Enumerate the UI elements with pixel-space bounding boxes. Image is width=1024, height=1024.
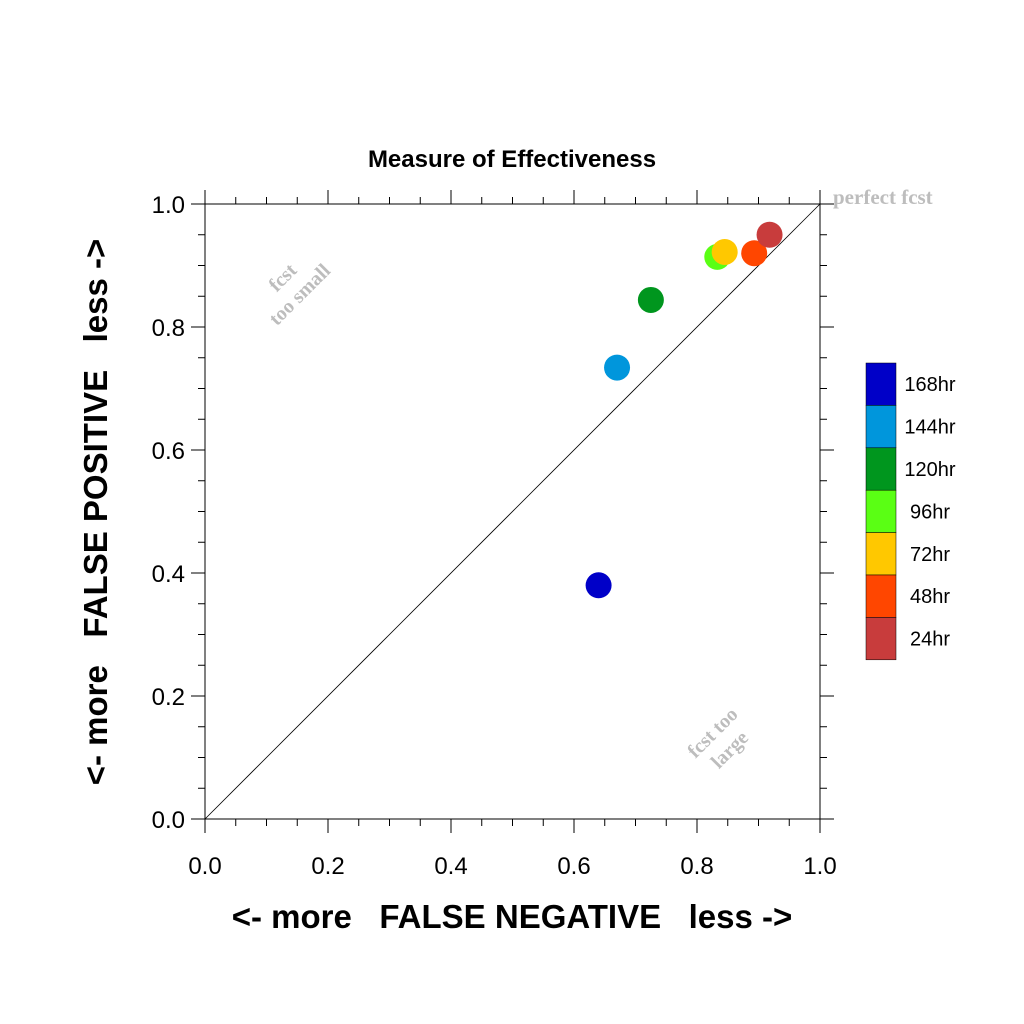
y-tick-label: 0.8	[152, 315, 185, 342]
legend-label: 72hr	[910, 544, 950, 566]
legend-label: 48hr	[910, 586, 950, 608]
data-point-144hr	[604, 354, 631, 381]
x-tick-labels: 0.0 0.2 0.4 0.6 0.8 1.0	[188, 853, 836, 880]
data-point-120hr	[637, 286, 664, 313]
annotation-fcst-too-large: fcst too large	[683, 703, 753, 773]
x-tick-label: 0.4	[434, 853, 467, 880]
legend-label: 168hr	[904, 374, 955, 396]
annotation-fcst-too-small: fcst too small	[265, 259, 336, 330]
legend-swatch-48hr	[865, 574, 897, 618]
data-points	[585, 221, 783, 599]
y-tick-label: 0.6	[152, 438, 185, 465]
perfect-forecast-line	[204, 203, 821, 820]
legend-label: 120hr	[904, 459, 955, 481]
axis-ticks	[191, 190, 834, 833]
y-axis-label: <- more FALSE POSITIVE less ->	[77, 239, 114, 786]
data-point-168hr	[585, 572, 612, 599]
perfect-forecast-label: perfect fcst	[833, 185, 933, 209]
legend: 168hr 144hr 120hr 96hr 72hr 48hr 24hr	[865, 362, 956, 661]
y-tick-label: 0.4	[152, 561, 185, 588]
x-tick-label: 0.8	[680, 853, 713, 880]
x-axis-label: <- more FALSE NEGATIVE less ->	[232, 898, 793, 935]
y-tick-label: 0.2	[152, 684, 185, 711]
legend-swatch-168hr	[865, 362, 897, 406]
legend-label: 144hr	[904, 417, 955, 439]
legend-label: 96hr	[910, 501, 950, 523]
chart-title: Measure of Effectiveness	[368, 146, 656, 173]
x-tick-label: 0.2	[311, 853, 344, 880]
data-point-24hr	[756, 221, 783, 248]
data-point-48hr	[741, 240, 768, 267]
legend-swatch-24hr	[865, 617, 897, 661]
y-tick-label: 0.0	[152, 807, 185, 834]
x-tick-label: 0.0	[188, 853, 221, 880]
data-point-72hr	[711, 238, 738, 265]
legend-swatch-120hr	[865, 447, 897, 491]
x-tick-label: 0.6	[557, 853, 590, 880]
y-tick-labels: 0.0 0.2 0.4 0.6 0.8 1.0	[152, 192, 185, 834]
legend-swatch-96hr	[865, 489, 897, 533]
legend-swatch-144hr	[865, 405, 897, 449]
legend-label: 24hr	[910, 629, 950, 651]
x-tick-label: 1.0	[803, 853, 836, 880]
legend-swatch-72hr	[865, 532, 897, 576]
y-tick-label: 1.0	[152, 192, 185, 219]
